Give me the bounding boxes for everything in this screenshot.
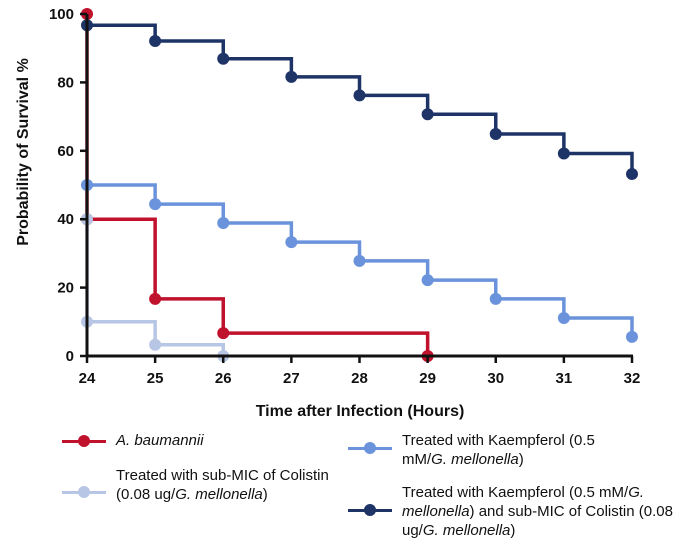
x-tick-label-3: 27 [283, 370, 300, 387]
x-tick-label-2: 26 [215, 370, 232, 387]
legend-item-colistin: Treated with sub-MIC of Colistin (0.08 u… [62, 466, 332, 504]
series-1-point-2 [149, 338, 162, 351]
series-2-point-6 [489, 292, 502, 305]
series-3-point-8 [626, 168, 638, 181]
series-3-point-7 [557, 147, 570, 160]
legend-marker-icon [78, 486, 90, 498]
series-3-point-3 [285, 70, 298, 83]
legend-label-colistin: Treated with sub-MIC of Colistin (0.08 u… [116, 467, 329, 503]
series-3-point-2 [217, 52, 230, 65]
legend-marker-icon [78, 435, 90, 447]
x-tick-label-4: 28 [351, 370, 368, 387]
y-tick-label-4: 80 [57, 74, 74, 91]
legend-swatch-a-baumannii [62, 435, 106, 447]
axes-layer [80, 12, 634, 363]
y-tick-label-1: 20 [57, 280, 74, 297]
legend-swatch-combination [348, 504, 392, 516]
legend-label-kaempferol: Treated with Kaempferol (0.5 mM/G. mello… [402, 432, 595, 468]
x-tick-label-8: 32 [624, 370, 641, 387]
series-layer [81, 8, 638, 362]
x-tick-label-1: 25 [147, 370, 164, 387]
series-2-point-1 [149, 198, 162, 211]
series-2-point-4 [353, 254, 366, 267]
y-tick-label-5: 100 [49, 6, 74, 23]
series-2-point-2 [217, 216, 230, 229]
legend-label-a-baumannii: A. baumannii [116, 432, 204, 449]
ticks-layer: 24 25 26 27 28 29 30 31 32 0 20 40 60 80 100 [49, 6, 640, 387]
legend-label-combination: Treated with Kaempferol (0.5 mM/G. mello… [402, 484, 673, 539]
legend-item-kaempferol: Treated with Kaempferol (0.5 mM/G. mello… [348, 431, 648, 469]
legend-swatch-colistin [62, 486, 106, 498]
y-tick-label-2: 40 [57, 211, 74, 228]
x-axis-title: Time after Infection (Hours) [256, 403, 465, 420]
legend-marker-icon [364, 442, 376, 454]
series-2-point-3 [285, 236, 298, 249]
y-axis-title: Probability of Survival % [15, 58, 32, 246]
y-tick-label-3: 60 [57, 143, 74, 160]
series-2-point-7 [557, 312, 570, 325]
series-2-point-8 [626, 330, 638, 343]
series-0-point-3 [217, 327, 230, 340]
y-tick-label-0: 0 [66, 348, 74, 365]
x-tick-label-7: 31 [556, 370, 573, 387]
legend-marker-icon [364, 504, 376, 516]
series-2-point-5 [421, 274, 434, 287]
x-tick-label-5: 29 [419, 370, 436, 387]
legend-swatch-kaempferol [348, 442, 392, 454]
series-3-point-4 [353, 89, 366, 102]
series-0-point-2 [149, 292, 162, 305]
legend-item-combination: Treated with Kaempferol (0.5 mM/G. mello… [348, 483, 688, 540]
x-tick-label-6: 30 [487, 370, 504, 387]
x-tick-label-0: 24 [79, 370, 96, 387]
series-3-point-1 [149, 35, 162, 48]
series-3-point-5 [421, 108, 434, 121]
series-line-0 [85, 14, 430, 356]
legend-item-a-baumannii: A. baumannii [62, 431, 322, 450]
series-3-point-6 [489, 128, 502, 141]
